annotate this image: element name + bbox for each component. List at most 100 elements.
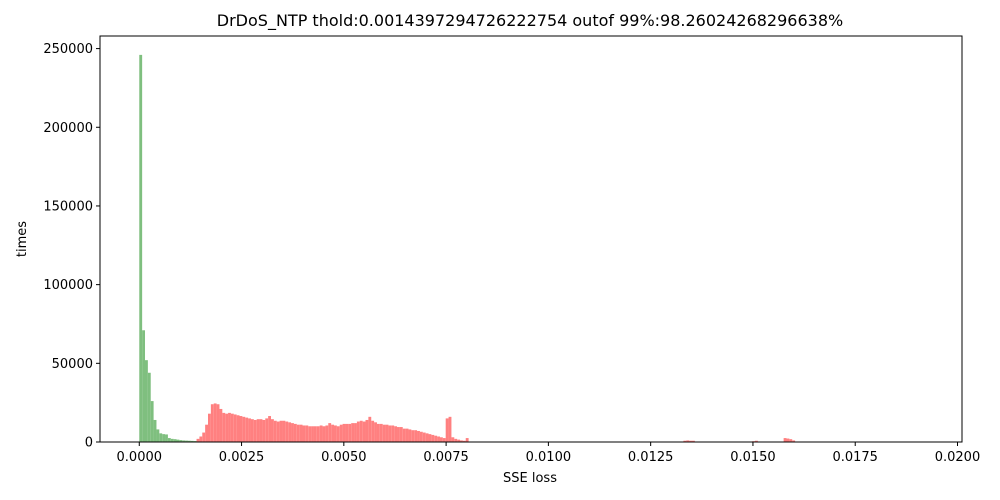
attack-bar: [379, 423, 383, 442]
attack-bar: [305, 425, 309, 442]
attack-bar: [354, 423, 357, 442]
y-axis-title: times: [15, 221, 30, 257]
attack-bar: [208, 413, 211, 442]
normal-bar: [182, 440, 186, 442]
y-tick-label: 250000: [43, 42, 93, 57]
normal-bar: [147, 372, 151, 442]
plot-frame: [99, 35, 963, 443]
x-tick-label: 0.0050: [321, 450, 367, 465]
attack-bar: [250, 419, 254, 442]
x-tick-label: 0.0150: [730, 450, 776, 465]
attack-bar: [302, 425, 306, 442]
attack-bar: [439, 437, 443, 442]
attack-bar: [368, 416, 372, 442]
attack-bar: [285, 421, 289, 442]
attack-bar: [462, 440, 466, 442]
attack-bar: [242, 416, 246, 442]
normal-bar: [139, 54, 143, 442]
attack-bar: [236, 415, 240, 442]
attack-bar: [394, 426, 398, 442]
attack-bar: [356, 421, 360, 442]
y-tick-label: 100000: [43, 278, 93, 293]
normal-bar: [185, 440, 188, 442]
attack-bar: [205, 424, 209, 442]
attack-bar: [262, 419, 266, 442]
attack-bar: [419, 431, 423, 442]
attack-bar: [222, 412, 226, 442]
attack-bar: [334, 425, 337, 442]
attack-bar: [382, 424, 386, 442]
attack-bar: [442, 438, 446, 442]
attack-bar: [399, 427, 403, 442]
attack-bar: [210, 404, 214, 442]
x-axis: 0.0000 0.0025 0.0050 0.0075 0.0100 0.0125 0.01…: [117, 442, 981, 465]
attack-bar: [239, 416, 243, 442]
attack-bar: [789, 439, 793, 442]
attack-bar: [414, 430, 418, 442]
normal-bar: [165, 434, 168, 442]
attack-bar: [282, 420, 286, 442]
attack-bar: [391, 425, 395, 442]
attack-bar: [216, 404, 220, 442]
attack-bar: [457, 439, 461, 442]
normal-bar: [179, 440, 183, 442]
chart-title: DrDoS_NTP thold:0.0014397294726222754 ou…: [217, 11, 843, 31]
attack-bar: [362, 421, 366, 442]
attack-bar: [345, 423, 349, 442]
normal-bar: [190, 440, 194, 442]
histogram-bars: [139, 54, 796, 442]
attack-bar: [339, 424, 343, 442]
attack-bar: [371, 420, 375, 442]
attack-bar: [417, 430, 420, 442]
normal-bar: [142, 330, 146, 442]
attack-bar: [259, 419, 263, 442]
attack-bar: [397, 427, 400, 442]
attack-bar: [248, 418, 251, 442]
attack-bar: [253, 419, 257, 442]
attack-bar: [434, 435, 438, 442]
attack-bar: [296, 424, 300, 442]
x-tick-label: 0.0000: [117, 450, 163, 465]
x-tick-label: 0.0200: [935, 450, 981, 465]
attack-bar: [683, 440, 687, 442]
attack-bar: [328, 423, 332, 442]
attack-bar: [313, 426, 317, 442]
attack-bar: [431, 434, 435, 442]
normal-bar: [159, 433, 163, 442]
attack-bar: [316, 426, 320, 442]
attack-bar: [271, 419, 274, 442]
attack-bar: [351, 423, 355, 442]
x-axis-title: SSE loss: [503, 471, 557, 486]
x-tick-label: 0.0075: [423, 450, 469, 465]
attack-bar: [342, 423, 346, 442]
y-axis: 0 50000 100000 150000 200000 250000: [43, 42, 100, 451]
attack-bar: [754, 440, 758, 442]
attack-bar: [365, 419, 369, 442]
attack-bar: [422, 432, 426, 442]
attack-bar: [402, 428, 406, 442]
attack-bar: [256, 419, 260, 442]
attack-bar: [225, 413, 229, 442]
attack-bar: [311, 426, 314, 442]
y-tick-label: 150000: [43, 199, 93, 214]
attack-bar: [199, 436, 203, 442]
attack-bar: [331, 424, 335, 442]
normal-bar: [187, 440, 191, 442]
attack-bar: [233, 414, 237, 442]
x-tick-label: 0.0175: [832, 450, 878, 465]
attack-bar: [322, 426, 326, 442]
attack-bar: [276, 421, 280, 442]
attack-bar: [319, 425, 323, 442]
x-tick-label: 0.0125: [628, 450, 674, 465]
attack-bar: [385, 424, 389, 442]
x-tick-label: 0.0025: [219, 450, 265, 465]
attack-bar: [425, 433, 429, 442]
x-tick-label: 0.0100: [526, 450, 572, 465]
attack-bar: [245, 417, 249, 442]
attack-bar: [689, 440, 692, 442]
normal-bar: [145, 360, 148, 442]
attack-bar: [279, 420, 283, 442]
attack-bar: [465, 438, 469, 442]
attack-bar: [288, 422, 292, 442]
